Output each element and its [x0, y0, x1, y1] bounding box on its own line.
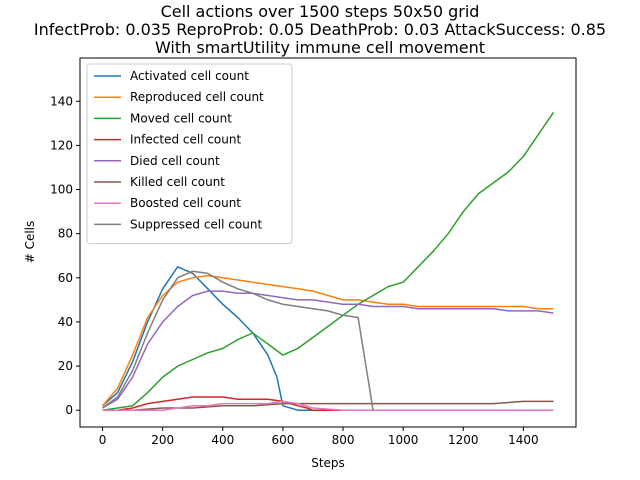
x-tick-label: 1200	[448, 433, 479, 447]
chart-title-line-1: Cell actions over 1500 steps 50x50 grid	[161, 2, 480, 21]
chart-title-line-2: InfectProb: 0.035 ReproProb: 0.05 DeathP…	[34, 20, 606, 39]
legend-label-6: Boosted cell count	[130, 196, 241, 210]
tick-layer: 0 200 400 600 800 1000 1200 1400 0 20 40 60 80 100 120…	[50, 94, 539, 447]
x-tick-label: 200	[151, 433, 174, 447]
y-tick-label: 140	[50, 94, 73, 108]
y-tick-label: 120	[50, 138, 73, 152]
legend-label-5: Killed cell count	[130, 175, 225, 189]
legend-label-7: Suppressed cell count	[130, 217, 262, 231]
legend-label-1: Reproduced cell count	[130, 90, 264, 104]
series-line-1	[101, 274, 554, 407]
x-axis-label: Steps	[311, 456, 345, 470]
y-tick-label: 60	[58, 271, 73, 285]
series-line-6	[102, 400, 554, 411]
series-line-4	[102, 290, 554, 409]
legend: Activated cell count Reproduced cell coun…	[86, 63, 293, 245]
y-tick-label: 0	[65, 403, 73, 417]
legend-label-0: Activated cell count	[130, 69, 249, 83]
series-line-7	[102, 270, 374, 411]
y-tick-label: 40	[58, 315, 73, 329]
legend-label-4: Died cell count	[130, 154, 220, 168]
x-tick-label: 400	[211, 433, 234, 447]
x-tick-label: 0	[99, 433, 107, 447]
y-tick-label: 100	[50, 183, 73, 197]
x-tick-label: 800	[332, 433, 355, 447]
y-axis-label: # Cells	[23, 221, 37, 264]
legend-label-3: Infected cell count	[130, 133, 241, 147]
legend-label-2: Moved cell count	[130, 111, 232, 125]
series-line-5	[102, 400, 554, 411]
y-tick-label: 20	[58, 359, 73, 373]
plot-frame	[79, 57, 577, 428]
series-line-2	[102, 111, 555, 411]
x-tick-label: 1400	[508, 433, 539, 447]
legend-box	[86, 63, 293, 245]
x-tick-label: 600	[271, 433, 294, 447]
chart-title-line-3: With smartUtility immune cell movement	[155, 38, 485, 57]
series-layer	[101, 111, 555, 411]
x-tick-label: 1000	[388, 433, 419, 447]
y-tick-label: 80	[58, 227, 73, 241]
